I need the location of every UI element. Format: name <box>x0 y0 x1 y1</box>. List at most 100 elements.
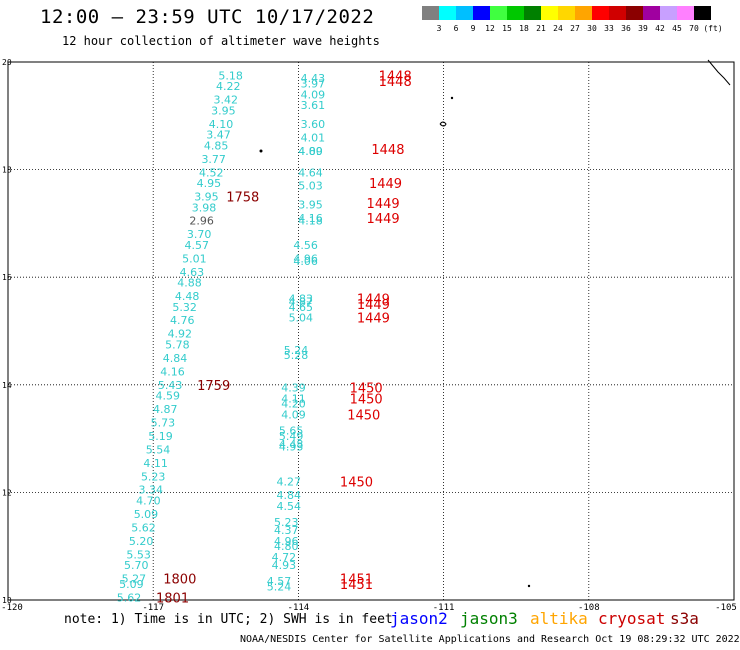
color-swatch <box>626 6 643 20</box>
legend-item-cryosat: cryosat <box>598 609 666 628</box>
color-scale-label: 24 <box>553 24 563 33</box>
color-scale-label: 27 <box>570 24 580 33</box>
pass-time-label: 1449 <box>357 312 390 327</box>
wave-height-value: 5.53 <box>126 548 151 561</box>
wave-height-value: 2.96 <box>189 215 214 228</box>
color-swatch <box>660 6 677 20</box>
pass-time-label: 1449 <box>367 197 400 212</box>
wave-height-value: 4.59 <box>155 390 180 403</box>
island-marker <box>450 96 454 100</box>
wave-height-value: 4.56 <box>293 239 318 252</box>
color-swatch <box>643 6 660 20</box>
wave-height-value: 4.09 <box>301 88 326 101</box>
wave-height-value: 5.23 <box>141 470 166 483</box>
map-title: 12:00 – 23:59 UTC 10/17/2022 <box>40 6 375 28</box>
color-scale-label: 12 <box>485 24 495 33</box>
color-scale-label: 21 <box>536 24 546 33</box>
wave-height-value: 4.11 <box>281 392 306 405</box>
wave-height-value: 4.63 <box>180 266 205 279</box>
longitude-tick-label: -105 <box>715 603 737 613</box>
pass-time-label: 1451 <box>340 578 373 593</box>
color-swatch <box>490 6 507 20</box>
wave-height-value: 4.39 <box>281 381 306 394</box>
pass-time-label: 1759 <box>197 379 230 394</box>
color-swatch <box>439 6 456 20</box>
color-swatch <box>456 6 473 20</box>
wave-height-value: 5.20 <box>129 535 154 548</box>
wave-height-value: 4.10 <box>209 118 234 131</box>
color-scale-label: 33 <box>604 24 614 33</box>
wave-height-value: 4.57 <box>267 575 292 588</box>
wave-height-value: 4.80 <box>298 145 323 158</box>
pass-time-label: 1450 <box>340 476 373 491</box>
credit-line: NOAA/NESDIS Center for Satellite Applica… <box>240 634 740 645</box>
wave-height-value: 4.84 <box>276 489 301 502</box>
wave-height-value: 5.43 <box>158 379 183 392</box>
color-scale-label: 3 <box>436 24 442 33</box>
color-swatch <box>422 6 439 20</box>
color-scale-label: 42 <box>655 24 665 33</box>
latitude-tick-label: 12 <box>2 488 12 497</box>
latitude-tick-label: 20 <box>2 58 12 67</box>
color-swatch <box>677 6 694 20</box>
wave-height-value: 3.34 <box>139 484 164 497</box>
wave-height-value: 4.96 <box>293 252 318 265</box>
wave-height-value: 5.04 <box>289 312 314 325</box>
wave-height-value: 3.95 <box>298 199 323 212</box>
wave-height-value: 4.09 <box>281 408 306 421</box>
wave-height-value: 5.23 <box>274 516 299 529</box>
wave-height-value: 5.19 <box>148 430 173 443</box>
wave-height-value: 4.88 <box>177 277 202 290</box>
color-scale-label: 45 <box>672 24 682 33</box>
island-marker <box>259 149 263 153</box>
wave-height-value: 4.87 <box>153 403 178 416</box>
pass-time-label: 1800 <box>163 572 196 587</box>
legend-item-altika: altika <box>530 609 588 628</box>
wave-height-value: 5.62 <box>131 521 156 534</box>
color-scale-label: 18 <box>519 24 529 33</box>
wave-height-value: 4.72 <box>272 551 297 564</box>
color-scale-label: 36 <box>621 24 631 33</box>
wave-height-value: 4.11 <box>143 457 168 470</box>
wave-height-value: 4.20 <box>281 398 306 411</box>
wave-height-value: 3.77 <box>201 153 226 166</box>
wave-height-value: 4.65 <box>289 301 314 314</box>
pass-time-label: 1758 <box>226 191 259 206</box>
legend-item-s3a: s3a <box>670 609 699 628</box>
island-marker <box>439 121 447 127</box>
wave-height-value: 4.18 <box>298 215 323 228</box>
legend-item-jason3: jason3 <box>460 609 518 628</box>
color-scale-unit: (ft) <box>703 24 723 33</box>
pass-time-label: 1450 <box>350 381 383 396</box>
wave-height-value: 4.93 <box>272 559 297 572</box>
coastline <box>259 59 731 588</box>
wave-height-value: 4.37 <box>274 524 299 537</box>
longitude-tick-label: -114 <box>288 603 310 613</box>
wave-height-value: 4.87 <box>289 295 314 308</box>
color-scale-label: 9 <box>470 24 476 33</box>
wave-height-value: 5.28 <box>284 349 309 362</box>
wave-height-value: 4.48 <box>175 290 200 303</box>
wave-height-value: 4.83 <box>289 293 314 306</box>
pass-time-label: 1449 <box>367 212 400 227</box>
map-subtitle: 12 hour collection of altimeter wave hei… <box>62 34 380 48</box>
color-swatch <box>558 6 575 20</box>
color-swatch <box>473 6 490 20</box>
wave-height-value: 4.84 <box>163 352 188 365</box>
color-swatch <box>592 6 609 20</box>
longitude-tick-label: -111 <box>433 603 455 613</box>
pass-time-label: 1801 <box>156 591 189 606</box>
pass-time-label: 1448 <box>371 143 404 158</box>
wave-height-value: 5.24 <box>284 344 309 357</box>
wave-height-value: 4.93 <box>279 441 304 454</box>
wave-height-value: 3.97 <box>301 78 326 91</box>
pass-time-label: 1450 <box>350 392 383 407</box>
wave-height-value: 5.27 <box>122 572 147 585</box>
map-frame <box>7 61 735 601</box>
wave-height-value: 4.48 <box>279 438 304 451</box>
wave-height-value: 5.32 <box>172 301 197 314</box>
units-note: note: 1) Time is in UTC; 2) SWH is in fe… <box>64 612 393 627</box>
longitude-tick-label: -108 <box>578 603 600 613</box>
wave-height-value: 3.60 <box>301 118 326 131</box>
